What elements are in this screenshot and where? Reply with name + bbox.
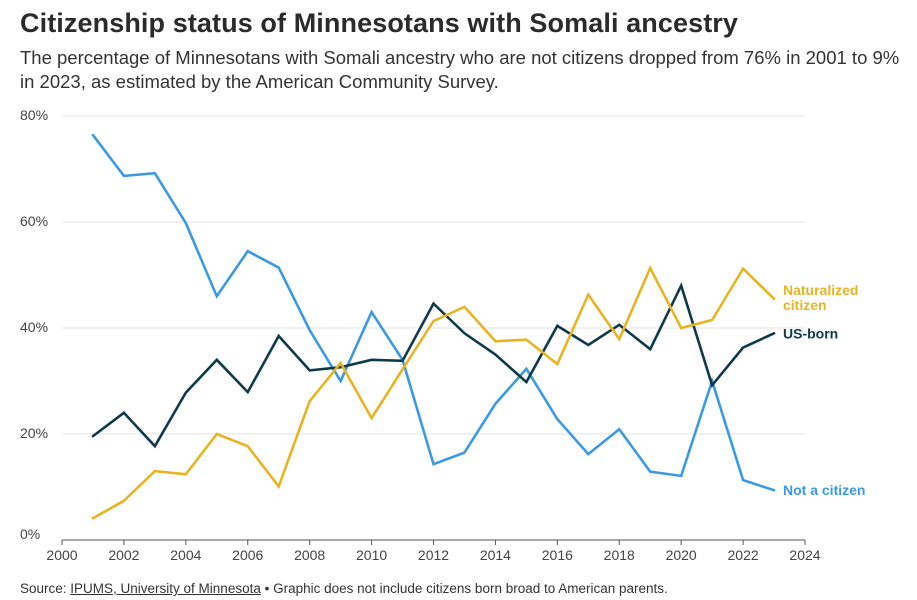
series-labels: Not a citizen US-born Naturalized citizen <box>783 282 865 498</box>
x-tick-label: 2024 <box>789 547 820 563</box>
line-chart: 0%20%40%60%80% 2000 2002 2004 2006 2008 2010 2… <box>20 107 865 563</box>
x-tick-label: 2000 <box>46 547 77 563</box>
gridlines <box>61 115 806 545</box>
y-tick-label: 20% <box>20 425 48 441</box>
series-line-not-a-citizen <box>91 133 776 492</box>
x-tick-label: 2004 <box>170 547 201 563</box>
series-label-not-a-citizen: Not a citizen <box>783 482 865 498</box>
x-tick-label: 2010 <box>356 547 387 563</box>
series-line-us-born <box>91 282 776 449</box>
x-tick-label: 2014 <box>480 547 511 563</box>
y-axis-tick-labels: 0% 20% 40% 60% 80% <box>20 107 48 542</box>
source-link[interactable]: IPUMS, University of Minnesota <box>70 581 261 596</box>
x-tick-label: 2012 <box>418 547 449 563</box>
source-note: Source: IPUMS, University of Minnesota •… <box>20 581 668 596</box>
x-tick-label: 2016 <box>542 547 573 563</box>
x-tick-label: 2006 <box>232 547 263 563</box>
y-tick-label: 80% <box>20 107 48 123</box>
chart-subtitle: The percentage of Minnesotans with Somal… <box>20 47 900 92</box>
x-tick-label: 2018 <box>604 547 635 563</box>
y-tick-label: 0% <box>20 526 40 542</box>
source-prefix: Source: <box>20 581 71 596</box>
x-tick-label: 2002 <box>108 547 139 563</box>
chart-title: Citizenship status of Minnesotans with S… <box>20 8 739 38</box>
x-tick-label: 2022 <box>728 547 759 563</box>
series-line-naturalized-citizen <box>91 265 776 520</box>
y-tick-label: 40% <box>20 319 48 335</box>
y-tick-label: 60% <box>20 213 48 229</box>
series-label-us-born: US-born <box>783 325 838 341</box>
x-axis-tick-labels: 2000 2002 2004 2006 2008 2010 2012 2014 2016 2018… <box>46 547 820 563</box>
series-lines <box>91 133 776 520</box>
series-label-naturalized-citizen: Naturalized citizen <box>783 282 858 313</box>
source-footnote: • Graphic does not include citizens born… <box>260 581 668 596</box>
x-tick-label: 2020 <box>666 547 697 563</box>
x-tick-label: 2008 <box>294 547 325 563</box>
